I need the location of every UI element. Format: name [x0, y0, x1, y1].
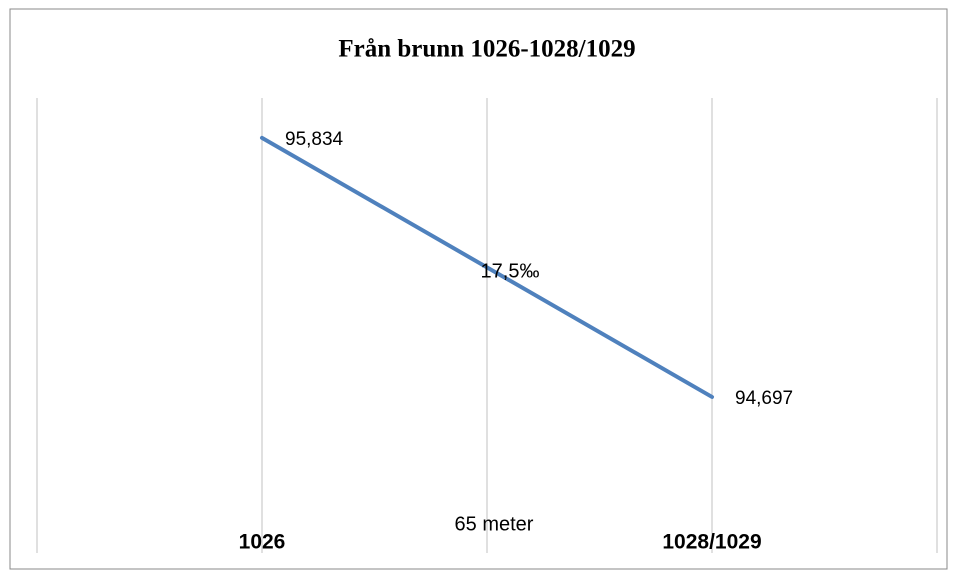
x-tick-label: 1026: [239, 531, 286, 554]
data-label: 94,697: [735, 388, 793, 409]
annotation: 65 meter: [455, 513, 534, 535]
x-tick-label: 1028/1029: [662, 531, 761, 554]
chart-frame: [9, 8, 948, 570]
data-label: 95,834: [285, 129, 344, 150]
annotation: 17,5‰: [481, 260, 540, 282]
line-series: [260, 135, 714, 399]
chart-title: Från brunn 1026-1028/1029: [338, 36, 635, 63]
